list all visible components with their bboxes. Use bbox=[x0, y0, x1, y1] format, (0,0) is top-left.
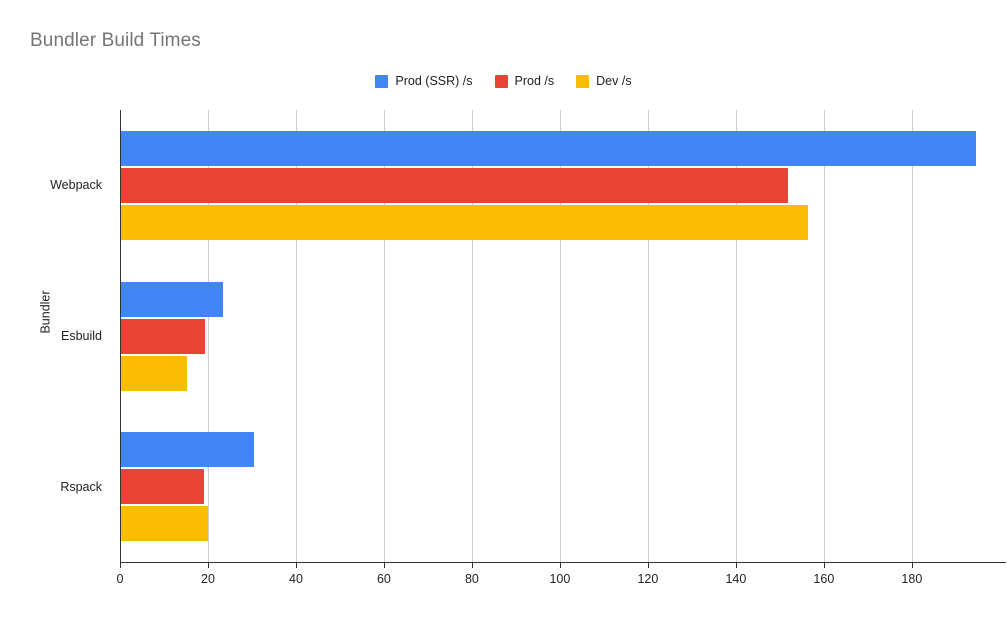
x-axis-tick-label: 100 bbox=[549, 572, 571, 586]
plot-area: 0 20 40 60 80 100 120 140 160 180 bbox=[117, 110, 1006, 586]
gridline bbox=[207, 110, 209, 562]
chart-legend: Prod (SSR) /s Prod /s Dev /s bbox=[0, 74, 1007, 88]
legend-swatch-icon bbox=[494, 74, 508, 88]
x-axis-tick bbox=[735, 562, 737, 568]
legend-label: Prod (SSR) /s bbox=[395, 74, 473, 88]
x-axis-tick-label: 0 bbox=[116, 572, 124, 586]
x-axis-tick bbox=[383, 562, 385, 568]
x-axis-tick-label: 140 bbox=[725, 572, 747, 586]
category-axis-labels: Webpack Esbuild Rspack bbox=[0, 110, 112, 562]
bar[interactable] bbox=[121, 130, 976, 166]
bar[interactable] bbox=[121, 506, 208, 542]
gridline bbox=[647, 110, 649, 562]
category-label: Esbuild bbox=[61, 329, 102, 343]
legend-swatch-icon bbox=[576, 74, 590, 88]
x-axis-tick bbox=[559, 562, 561, 568]
gridline bbox=[735, 110, 737, 562]
gridline bbox=[559, 110, 561, 562]
legend-item[interactable]: Prod /s bbox=[494, 74, 555, 88]
legend-item[interactable]: Prod (SSR) /s bbox=[375, 74, 473, 88]
gridline bbox=[383, 110, 385, 562]
bar[interactable] bbox=[121, 469, 205, 505]
bar[interactable] bbox=[121, 281, 224, 317]
legend-item[interactable]: Dev /s bbox=[576, 74, 632, 88]
gridline bbox=[295, 110, 297, 562]
bar[interactable] bbox=[121, 432, 254, 468]
bar[interactable] bbox=[121, 355, 187, 391]
x-axis-tick-label: 20 bbox=[201, 572, 215, 586]
x-axis-tick-label: 80 bbox=[464, 572, 479, 586]
x-axis-tick bbox=[471, 562, 473, 568]
x-axis-tick-label: 160 bbox=[813, 572, 835, 586]
bar[interactable] bbox=[121, 167, 788, 203]
x-axis-tick-label: 180 bbox=[901, 572, 923, 586]
chart-title: Bundler Build Times bbox=[30, 30, 201, 51]
gridline bbox=[823, 110, 825, 562]
y-axis-title: Bundler bbox=[38, 289, 53, 334]
category-label: Webpack bbox=[50, 178, 102, 193]
bar[interactable] bbox=[121, 318, 206, 354]
category-label: Rspack bbox=[60, 479, 102, 494]
x-axis-tick-label: 60 bbox=[376, 572, 391, 586]
gridline bbox=[911, 110, 913, 562]
gridline bbox=[471, 110, 473, 562]
legend-swatch-icon bbox=[375, 74, 389, 88]
legend-label: Prod /s bbox=[514, 74, 555, 88]
x-axis-line bbox=[120, 562, 1006, 563]
legend-label: Dev /s bbox=[596, 74, 632, 88]
x-axis-tick bbox=[120, 562, 121, 568]
x-axis-tick bbox=[911, 562, 913, 568]
bar[interactable] bbox=[121, 204, 808, 240]
x-axis-tick-label: 120 bbox=[637, 572, 659, 586]
x-axis-tick bbox=[295, 562, 297, 568]
x-axis-tick bbox=[647, 562, 649, 568]
x-axis-tick-label: 40 bbox=[289, 572, 303, 586]
x-axis-tick bbox=[207, 562, 209, 568]
y-axis-line bbox=[120, 110, 121, 562]
x-axis-tick bbox=[823, 562, 825, 568]
